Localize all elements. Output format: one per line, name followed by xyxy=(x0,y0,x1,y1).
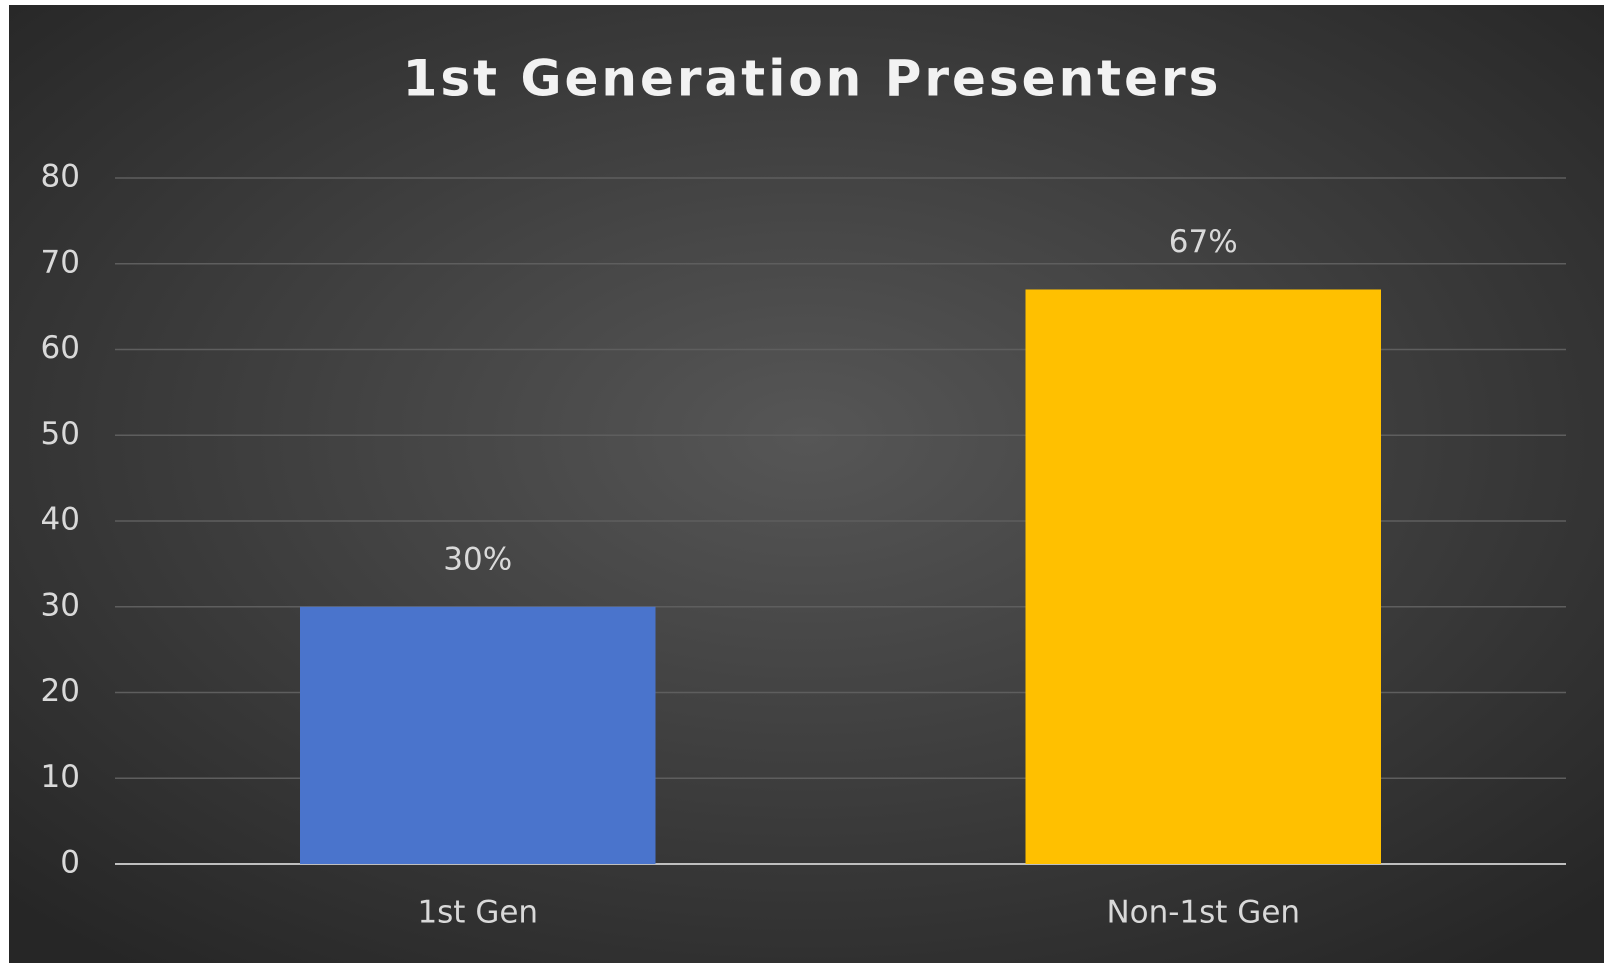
y-tick-label: 80 xyxy=(41,159,80,195)
x-tick-label: 1st Gen xyxy=(417,895,538,931)
x-tick-label: Non-1st Gen xyxy=(1106,895,1300,931)
y-tick-label: 50 xyxy=(41,416,80,452)
y-tick-label: 20 xyxy=(41,673,80,709)
bar xyxy=(1025,289,1381,865)
y-tick-label: 60 xyxy=(41,330,80,366)
y-tick-label: 30 xyxy=(41,587,80,623)
chart-title: 1st Generation Presenters xyxy=(403,50,1222,108)
y-tick-label: 0 xyxy=(60,845,80,881)
value-label: 30% xyxy=(443,541,512,577)
y-tick-label: 10 xyxy=(41,759,80,795)
bar xyxy=(300,606,656,864)
y-tick-label: 70 xyxy=(41,244,80,280)
value-label: 67% xyxy=(1169,224,1238,260)
y-tick-label: 40 xyxy=(41,502,80,538)
